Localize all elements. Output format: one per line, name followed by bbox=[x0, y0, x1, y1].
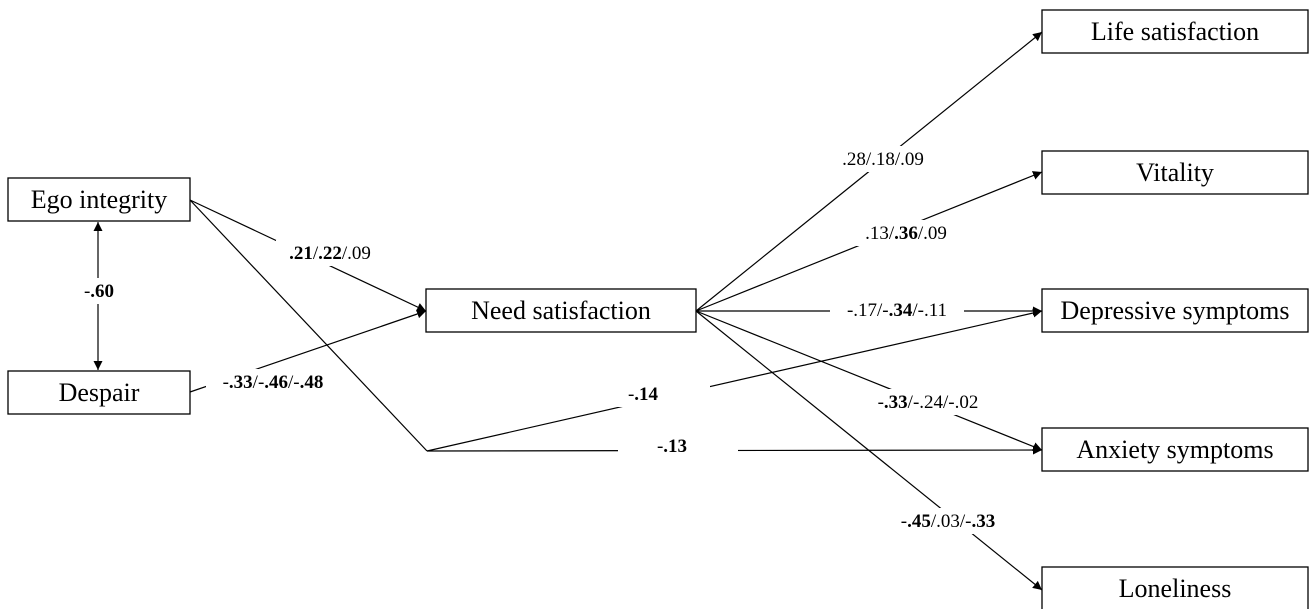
edge-need-loneliness bbox=[695, 310, 1043, 591]
edge-need-anxiety bbox=[695, 310, 1043, 451]
coef-need-life: .28/.18/.09 bbox=[842, 149, 924, 170]
node-label: Need satisfaction bbox=[471, 296, 651, 325]
node-need-satisfaction: Need satisfaction bbox=[425, 288, 697, 333]
node-despair: Despair bbox=[7, 370, 191, 415]
node-depressive-symptoms: Depressive symptoms bbox=[1041, 288, 1309, 333]
edge-ego-bend bbox=[189, 199, 428, 452]
coef-need-vitality: .13/.36/.09 bbox=[865, 223, 947, 244]
coef-need-depressive: -.17/-.34/-.11 bbox=[847, 300, 947, 321]
node-life-satisfaction: Life satisfaction bbox=[1041, 9, 1309, 54]
node-label: Loneliness bbox=[1119, 574, 1232, 603]
coef-ego-anxiety: -.13 bbox=[657, 436, 687, 457]
coefficient-labels: -.60 .21/.22/.09 -.33/-.46/-.48 .28/.18/… bbox=[66, 146, 1010, 534]
coef-ego-depressive: -.14 bbox=[628, 384, 659, 405]
edge-ego-depressive bbox=[426, 308, 1043, 452]
node-label: Anxiety symptoms bbox=[1076, 435, 1273, 464]
node-label: Vitality bbox=[1136, 158, 1214, 187]
node-vitality: Vitality bbox=[1041, 150, 1309, 195]
coef-despair-need: -.33/-.46/-.48 bbox=[223, 372, 324, 393]
node-loneliness: Loneliness bbox=[1041, 566, 1309, 609]
node-label: Depressive symptoms bbox=[1061, 296, 1290, 325]
node-label: Life satisfaction bbox=[1091, 17, 1259, 46]
coef-ego-need: .21/.22/.09 bbox=[289, 243, 371, 264]
node-label: Ego integrity bbox=[31, 185, 167, 214]
coef-need-anxiety: -.33/-.24/-.02 bbox=[878, 392, 979, 413]
node-anxiety-symptoms: Anxiety symptoms bbox=[1041, 427, 1309, 472]
coef-need-loneliness: -.45/.03/-.33 bbox=[901, 511, 995, 532]
coef-ego-despair: -.60 bbox=[84, 281, 114, 302]
node-ego-integrity: Ego integrity bbox=[7, 177, 191, 222]
node-label: Despair bbox=[59, 378, 140, 407]
nodes: Ego integrity Despair Need satisfaction … bbox=[7, 9, 1309, 609]
